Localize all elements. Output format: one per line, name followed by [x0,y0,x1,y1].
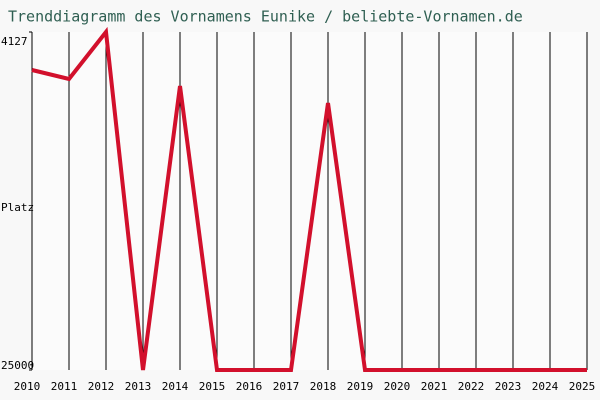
line [31,26,587,372]
x-tick-label: 2011 [51,380,78,393]
x-tick-label: 2015 [199,380,226,393]
x-tick-label: 2023 [495,380,522,393]
x-tick-label: 2024 [532,380,559,393]
x-tick-label: 2010 [14,380,41,393]
plot-area [32,32,587,370]
x-tick-label: 2013 [125,380,152,393]
x-tick-label: 2019 [347,380,374,393]
x-tick-label: 2014 [162,380,189,393]
x-tick-label: 2012 [88,380,115,393]
y-tick-label: 4127 [1,35,28,48]
y-axis-label: Platz [1,201,34,214]
x-tick-label: 2017 [273,380,300,393]
x-tick-label: 2022 [458,380,485,393]
chart-title: Trenddiagramm des Vornamens Eunike / bel… [8,8,523,26]
x-tick-label: 2025 [569,380,596,393]
x-tick-label: 2018 [310,380,337,393]
x-tick-label: 2021 [421,380,448,393]
x-tick-label: 2020 [384,380,411,393]
x-tick-label: 2016 [236,380,263,393]
y-tick-label: 25000 [1,359,34,372]
